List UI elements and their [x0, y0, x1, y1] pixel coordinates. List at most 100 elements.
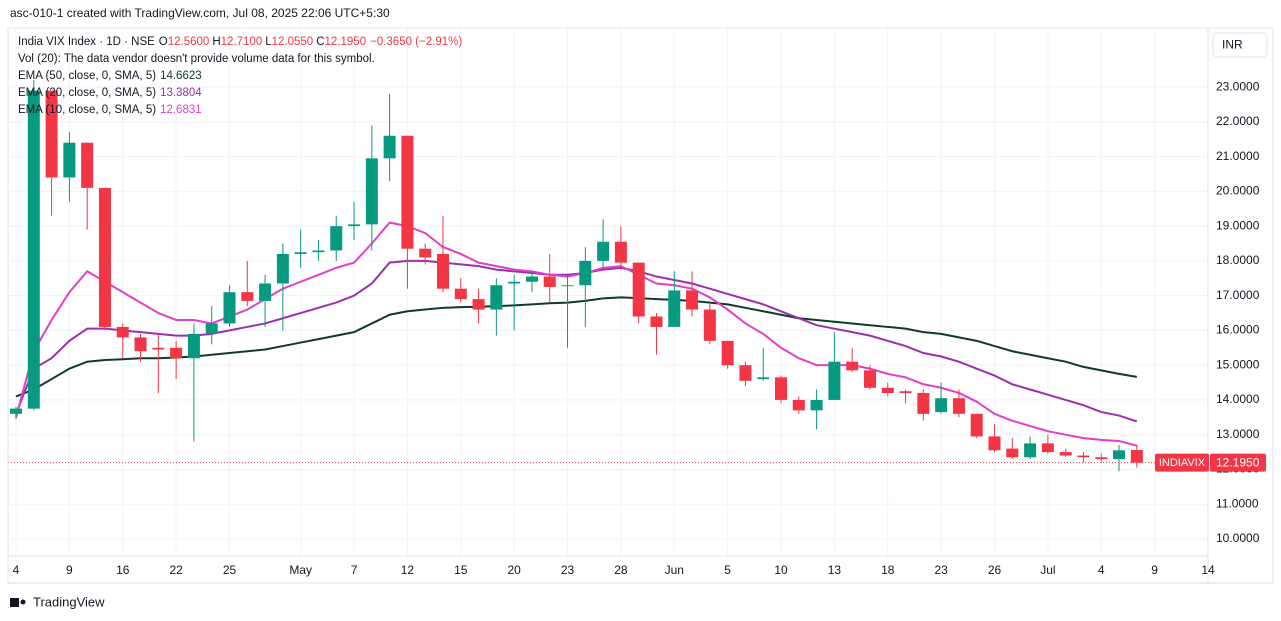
- change: −0.3650 (−2.91%): [370, 36, 462, 48]
- candle-body: [454, 288, 467, 300]
- x-tick-label: 14: [1201, 563, 1215, 577]
- candle-body: [899, 391, 912, 393]
- last-price-name: INDIAVIX: [1159, 457, 1206, 469]
- candle-body: [1041, 443, 1054, 453]
- y-tick-label: 22.0000: [1216, 114, 1260, 128]
- ohlc-key: L: [265, 36, 272, 48]
- candle-body: [757, 377, 770, 380]
- candle-body: [205, 323, 218, 334]
- candle-body: [1059, 452, 1072, 456]
- candle-body: [668, 290, 681, 327]
- y-tick-label: 16.0000: [1216, 323, 1260, 337]
- brand-name: TradingView: [33, 594, 105, 609]
- x-tick-label: 9: [1151, 563, 1158, 577]
- candle-body: [650, 316, 663, 327]
- candle-body: [241, 292, 254, 301]
- candle-body: [792, 399, 805, 411]
- candle-body: [1077, 455, 1090, 458]
- candle-body: [312, 250, 325, 253]
- candle-body: [935, 398, 948, 413]
- candle-body: [775, 377, 788, 400]
- x-tick-label: 16: [116, 563, 130, 577]
- ohlc-value: 12.0550: [272, 36, 314, 48]
- candle-body: [152, 347, 165, 350]
- ohlc-value: 12.1950: [325, 36, 367, 48]
- candle-body: [597, 241, 610, 261]
- x-tick-label: May: [289, 563, 312, 577]
- overlay-value: 13.3804: [160, 87, 202, 99]
- overlay-value: 12.6831: [160, 104, 202, 116]
- candle-body: [525, 276, 538, 282]
- candle-body: [703, 309, 716, 341]
- x-tick-label: 9: [66, 563, 73, 577]
- volume-note: Vol (20): The data vendor doesn't provid…: [18, 53, 375, 65]
- y-tick-label: 17.0000: [1216, 288, 1260, 302]
- candle-body: [27, 90, 40, 409]
- candle-body: [170, 347, 183, 359]
- candle-body: [1006, 448, 1019, 458]
- x-tick-label: 4: [13, 563, 20, 577]
- candle-body: [63, 142, 76, 178]
- ohlc-value: 12.7100: [221, 36, 263, 48]
- candle-body: [632, 262, 645, 317]
- candle-body: [348, 224, 361, 227]
- x-tick-label: 15: [454, 563, 468, 577]
- candle-body: [187, 333, 200, 359]
- candle-body: [810, 399, 823, 411]
- ema-line: [15, 221, 1138, 447]
- overlay-name: EMA (50, close, 0, SMA, 5): [18, 70, 156, 82]
- candle-body: [579, 260, 592, 286]
- y-tick-label: 21.0000: [1216, 149, 1260, 163]
- candle-body: [294, 252, 307, 254]
- x-tick-label: 12: [401, 563, 415, 577]
- last-price-label: 12.1950: [1216, 455, 1260, 469]
- candle-body: [134, 337, 147, 352]
- currency-button[interactable]: [1212, 32, 1268, 58]
- x-tick-label: 25: [223, 563, 237, 577]
- candle-body: [739, 365, 752, 381]
- candle-body: [223, 292, 236, 324]
- candle-body: [259, 283, 272, 301]
- candle-body: [1130, 449, 1143, 463]
- x-tick-label: 26: [988, 563, 1002, 577]
- x-tick-label: 10: [774, 563, 788, 577]
- x-tick-label: Jun: [665, 563, 684, 577]
- y-tick-label: 14.0000: [1216, 392, 1260, 406]
- overlay-value: 14.6623: [160, 70, 202, 82]
- x-tick-label: 18: [881, 563, 895, 577]
- overlay-legend: EMA (20, close, 0, SMA, 5) 13.3804: [18, 87, 202, 99]
- ohlc-key: H: [212, 36, 220, 48]
- ohlc-value: 12.5600: [168, 36, 210, 48]
- x-tick-label: 22: [169, 563, 183, 577]
- overlay-legend: EMA (10, close, 0, SMA, 5) 12.6831: [18, 104, 202, 116]
- candle-body: [988, 436, 1001, 451]
- y-tick-label: 18.0000: [1216, 253, 1260, 267]
- candle-body: [383, 135, 396, 159]
- frame: [7, 27, 1274, 584]
- candle-body: [472, 299, 485, 310]
- caption: asc-010-1 created with TradingView.com, …: [10, 6, 390, 20]
- ohlc-key: C: [316, 36, 324, 48]
- candle-body: [1113, 450, 1126, 460]
- candle-body: [365, 158, 378, 225]
- candle-body: [98, 187, 111, 327]
- x-tick-label: 23: [934, 563, 948, 577]
- symbol-legend: India VIX Index · 1D · NSE O12.5600 H12.71…: [18, 36, 462, 48]
- y-tick-label: 15.0000: [1216, 357, 1260, 371]
- candle-body: [1095, 457, 1108, 460]
- candle-body: [10, 408, 23, 414]
- candle-body: [81, 142, 94, 188]
- candle-body: [721, 340, 734, 366]
- brand: TradingView: [10, 594, 105, 609]
- y-tick-label: 10.0000: [1216, 531, 1260, 545]
- ohlc-key: O: [159, 36, 168, 48]
- candle-body: [1024, 443, 1037, 458]
- axes: 10.000011.000012.000013.000014.000015.00…: [13, 79, 1266, 577]
- y-tick-label: 11.0000: [1216, 496, 1259, 510]
- brand-logo: [10, 598, 19, 607]
- x-tick-label: 4: [1098, 563, 1105, 577]
- candle-body: [419, 248, 432, 258]
- currency[interactable]: INR: [1222, 38, 1243, 52]
- candle-body: [917, 392, 930, 414]
